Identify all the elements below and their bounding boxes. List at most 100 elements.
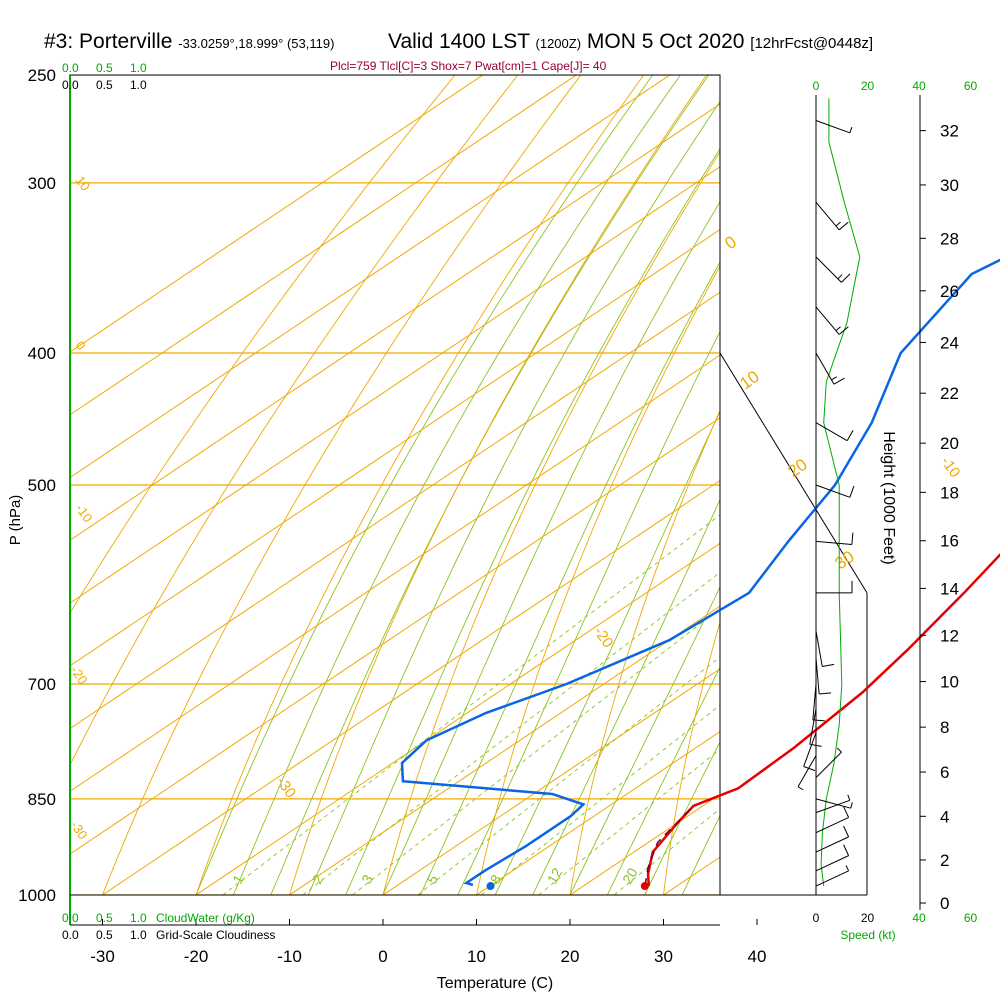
isotherm [288, 605, 720, 895]
isotherm [70, 103, 720, 541]
pressure-tick-label: 250 [28, 66, 56, 85]
adiabat-label: -30 [68, 818, 91, 842]
isotherm [807, 51, 1000, 924]
isotherm-label: -10 [937, 453, 963, 481]
wind-barb [815, 422, 854, 442]
wind-barb-flag [822, 663, 835, 667]
moist-adiabat [232, 75, 681, 895]
stability-indices: Plcl=759 Tlcl[C]=3 Shox=7 Pwat[cm]=1 Cap… [330, 59, 607, 73]
wind-barb-flag [849, 485, 855, 498]
wind-barb [815, 747, 842, 778]
wind-barb-staff [815, 799, 850, 814]
dry-adiabat [850, 51, 1000, 924]
wind-barb-flag [837, 274, 843, 280]
wind-barb [815, 798, 853, 809]
wind-barb [815, 201, 849, 231]
height-tick-label: 28 [940, 229, 959, 248]
moist-adiabat [345, 147, 720, 895]
valid-time: Valid 1400 LST (1200Z) MON 5 Oct 2020 [1… [388, 30, 873, 54]
wind-barb [815, 484, 855, 498]
wind-barb [815, 865, 850, 887]
parcel-line [644, 805, 695, 887]
height-tick-label: 8 [940, 718, 949, 737]
wind-barb-staff [815, 540, 852, 546]
isotherm [70, 417, 720, 855]
isotherm [70, 75, 484, 353]
cloudiness-tick-bottom: 0.5 [96, 928, 113, 942]
moist-adiabat [606, 666, 720, 895]
isotherm [70, 75, 578, 416]
moist-adiabat [494, 410, 720, 895]
wind-barb-flag [847, 794, 851, 801]
wind-barb-flag [841, 273, 851, 283]
wind-barb-staff [815, 817, 849, 834]
isotherm [475, 730, 720, 895]
wind-barb [815, 532, 854, 546]
mixing-ratio-label: 3 [358, 872, 376, 887]
height-tick-label: 4 [940, 807, 949, 826]
speed-tick-bottom: 60 [964, 911, 978, 925]
dry-adiabat [476, 265, 720, 895]
cloudiness-tick-bottom: 0.0 [62, 928, 79, 942]
wind-barb-staff [815, 836, 849, 853]
wind-barb-staff [803, 732, 817, 767]
wind-barb [815, 256, 851, 283]
temperature-tick-label: -30 [90, 947, 115, 966]
cloudiness-tick-top: 0.0 [62, 78, 79, 92]
cloudiness-tick-top: 1.0 [130, 78, 147, 92]
height-tick-label: 14 [940, 579, 959, 598]
wind-barb [815, 844, 850, 872]
dry-adiabat [102, 75, 582, 895]
wind-barb-flag [850, 802, 853, 809]
wind-barb-staff [815, 658, 820, 695]
wind-barb-staff [815, 256, 842, 283]
station-name: #3: Porterville [44, 30, 173, 53]
height-tick-label: 22 [940, 384, 959, 403]
cloudiness-tick-top: 0.5 [96, 78, 113, 92]
isotherm [70, 354, 720, 792]
valid-label: Valid 1400 LST [388, 30, 530, 53]
date-label: MON 5 Oct 2020 [586, 30, 745, 53]
mixing-ratio-line [538, 748, 720, 895]
dry-adiabat [195, 75, 645, 895]
wind-barb-flag [797, 786, 804, 791]
isotherm [70, 166, 720, 604]
wind-barb-staff [797, 755, 817, 787]
wind-barb-staff [815, 751, 842, 778]
dry-adiabat [70, 75, 519, 767]
y-axis-label: P (hPa) [7, 495, 24, 546]
wind-barb [815, 825, 850, 853]
wind-barb-flag [849, 127, 853, 134]
speed-tick-bottom: 20 [861, 911, 875, 925]
speed-tick-top: 0 [813, 79, 820, 93]
wind-barb-flag [851, 532, 854, 545]
temperature-line [646, 553, 1000, 887]
dry-adiabat [755, 51, 1000, 924]
pressure-tick-label: 1000 [18, 886, 56, 905]
wind-barb [803, 732, 817, 772]
wind-barb [815, 630, 835, 667]
height-guide [719, 352, 868, 594]
moist-adiabat [270, 75, 710, 895]
wind-barb-flag [819, 692, 832, 695]
plot-area [70, 51, 1000, 924]
temperature-tick-label: -10 [277, 947, 302, 966]
wind-barb [815, 306, 849, 335]
wind-barb-flag [845, 865, 850, 872]
height-tick-label: 6 [940, 763, 949, 782]
isotherm-label: 10 [736, 367, 762, 393]
dewpoint-line [400, 258, 1000, 887]
adiabat-label: 10 [73, 173, 94, 193]
wind-barb [815, 794, 851, 814]
dry-adiabat [569, 409, 720, 895]
height-tick-label: 10 [940, 673, 959, 692]
dry-adiabat [382, 151, 720, 895]
temperature-tick-label: 30 [654, 947, 673, 966]
temperature-tick-label: 20 [561, 947, 580, 966]
wind-barb-staff [815, 352, 835, 385]
wind-barb-flag [838, 221, 849, 231]
wind-barb-flag [838, 326, 849, 335]
mixing-ratio-label: 12 [544, 865, 566, 887]
wind-barb-flag [835, 221, 841, 227]
